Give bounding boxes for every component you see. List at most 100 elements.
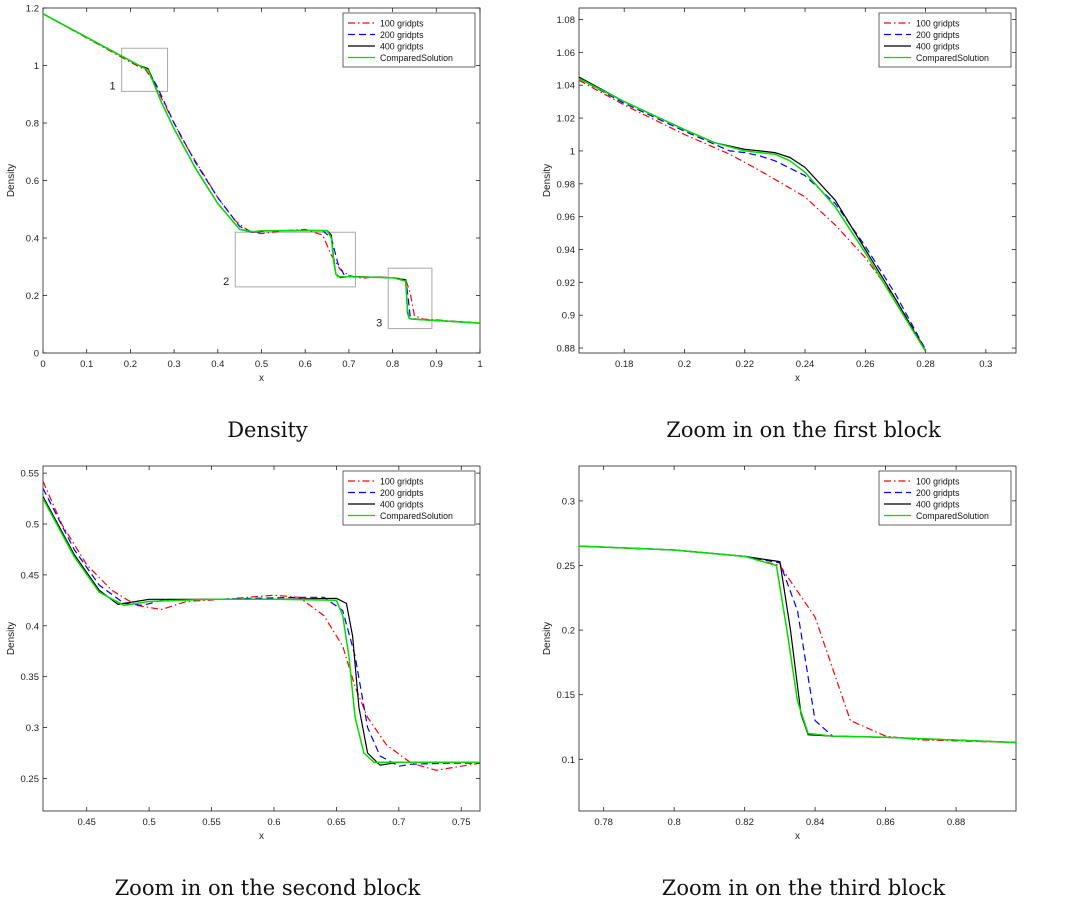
x-tick-label: 0.9 [430, 359, 443, 370]
series-line-100-gridpts [579, 79, 927, 351]
y-tick-label: 1.08 [557, 15, 576, 26]
x-tick-label: 1 [477, 359, 482, 370]
x-tick-label: 0 [40, 359, 45, 370]
y-tick-label: 0.92 [557, 278, 576, 289]
legend-entry: ComparedSolution [916, 53, 989, 63]
y-tick-label: 0.8 [26, 119, 39, 130]
y-tick-label: 0.2 [26, 291, 39, 302]
second-block-zoom-chart: 0.45 0.5 0.55 0.6 0.65 0.7 0.75 0.25 0.3 0.35 0.4 0… [6, 465, 481, 842]
y-tick-label: 0.94 [557, 245, 576, 256]
series-line-100-gridpts [43, 481, 480, 771]
x-tick-label: 0.6 [267, 817, 280, 828]
y-tick-label: 0.5 [26, 520, 39, 531]
y-axis-label: Density [542, 622, 553, 655]
series-line-200-gridpts [579, 545, 1016, 744]
y-tick-label: 1.2 [26, 4, 39, 15]
x-tick-label: 0.45 [77, 817, 96, 828]
y-axis-label: Density [6, 164, 17, 197]
x-tick-label: 0.7 [392, 817, 405, 828]
zoom-block-label: 1 [110, 80, 116, 92]
y-tick-label: 0.2 [562, 626, 575, 637]
y-tick-label: 0.3 [562, 496, 575, 507]
y-tick-label: 1.06 [557, 48, 576, 59]
x-tick-label: 0.8 [386, 359, 399, 370]
chart-panel-first-block: 0.18 0.2 0.22 0.24 0.26 0.28 0.3 0.88 0.9 0.92 0.9… [536, 0, 1071, 457]
y-tick-label: 0.9 [562, 311, 575, 322]
y-tick-label: 1.04 [557, 81, 576, 92]
series-line-100-gridpts [579, 545, 1016, 744]
y-tick-label: 0.4 [26, 234, 39, 245]
series-line-comparedsolution [579, 77, 927, 352]
series-line-200-gridpts [43, 488, 480, 767]
plot-area-frame [578, 7, 1017, 354]
x-tick-label: 0.3 [979, 359, 992, 370]
legend-entry: 400 gridpts [380, 500, 424, 510]
legend-entry: 400 gridpts [916, 42, 960, 52]
zoom-block-box [387, 267, 433, 330]
x-tick-label: 0.26 [856, 359, 875, 370]
series-line-200-gridpts [579, 78, 927, 350]
y-tick-label: 1 [34, 61, 39, 72]
legend-entry: 100 gridpts [380, 19, 424, 29]
x-tick-label: 0.86 [876, 817, 895, 828]
x-tick-label: 0.2 [678, 359, 691, 370]
legend-entry: 100 gridpts [380, 477, 424, 487]
plot-area-frame [42, 465, 481, 812]
series-line-comparedsolution [43, 498, 480, 763]
y-tick-label: 0.25 [21, 774, 40, 785]
x-tick-label: 0.65 [327, 817, 346, 828]
series-line-400-gridpts [43, 496, 480, 766]
x-tick-label: 0.18 [615, 359, 634, 370]
y-tick-label: 0.88 [557, 344, 576, 355]
y-tick-label: 0.45 [21, 570, 40, 581]
y-tick-label: 0.3 [26, 723, 39, 734]
y-axis-label: Density [6, 622, 17, 655]
legend-entry: 200 gridpts [380, 30, 424, 40]
zoom-block-box [121, 47, 169, 92]
y-tick-label: 0.6 [26, 176, 39, 187]
x-tick-label: 0.8 [668, 817, 681, 828]
series-group [43, 13, 480, 324]
x-tick-label: 0.2 [124, 359, 137, 370]
series-line-400-gridpts [579, 76, 927, 352]
density-chart: 0 0.1 0.2 0.3 0.4 0.5 0.6 0.7 0.8 0.9 1 0 0.2 0.4 0.6 0… [6, 4, 483, 385]
chart-caption: Zoom in on the first block [666, 418, 941, 442]
chart-panel-density: 0 0.1 0.2 0.3 0.4 0.5 0.6 0.7 0.8 0.9 1 0 0.2 0.4 0.6 0… [0, 0, 535, 457]
x-tick-label: 0.22 [736, 359, 755, 370]
series-group [579, 545, 1016, 744]
y-tick-label: 1 [570, 146, 575, 157]
y-tick-label: 1.02 [557, 114, 576, 125]
x-tick-label: 0.82 [735, 817, 754, 828]
x-tick-label: 0.3 [167, 359, 180, 370]
x-axis-label: x [795, 373, 800, 384]
series-group [579, 76, 927, 352]
x-tick-label: 0.28 [916, 359, 935, 370]
y-tick-label: 0.15 [557, 690, 576, 701]
legend-entry: ComparedSolution [380, 511, 453, 521]
series-line-comparedsolution [579, 545, 1016, 744]
x-tick-label: 0.75 [452, 817, 471, 828]
y-tick-label: 0.35 [21, 672, 40, 683]
zoom-block-box [234, 231, 356, 288]
series-group [43, 481, 480, 771]
chart-caption: Density [227, 418, 308, 442]
x-tick-label: 0.55 [202, 817, 221, 828]
y-tick-label: 0.1 [562, 755, 575, 766]
series-line-comparedsolution [43, 13, 480, 324]
x-tick-label: 0.84 [806, 817, 825, 828]
y-tick-label: 0.25 [557, 561, 576, 572]
x-tick-label: 0.6 [299, 359, 312, 370]
first-block-zoom-chart: 0.18 0.2 0.22 0.24 0.26 0.28 0.3 0.88 0.9 0.92 0.9… [542, 7, 1017, 384]
x-tick-label: 0.4 [211, 359, 224, 370]
series-line-400-gridpts [579, 545, 1016, 744]
x-axis-label: x [795, 831, 800, 842]
legend-entry: ComparedSolution [380, 53, 453, 63]
x-tick-label: 0.88 [947, 817, 966, 828]
y-tick-label: 0.4 [26, 621, 39, 632]
x-tick-label: 0.78 [594, 817, 613, 828]
y-tick-label: 0 [34, 349, 39, 360]
x-tick-label: 0.7 [342, 359, 355, 370]
legend-entry: ComparedSolution [916, 511, 989, 521]
y-axis-label: Density [542, 164, 553, 197]
chart-panel-second-block: 0.45 0.5 0.55 0.6 0.65 0.7 0.75 0.25 0.3 0.35 0.4 0… [0, 458, 535, 915]
